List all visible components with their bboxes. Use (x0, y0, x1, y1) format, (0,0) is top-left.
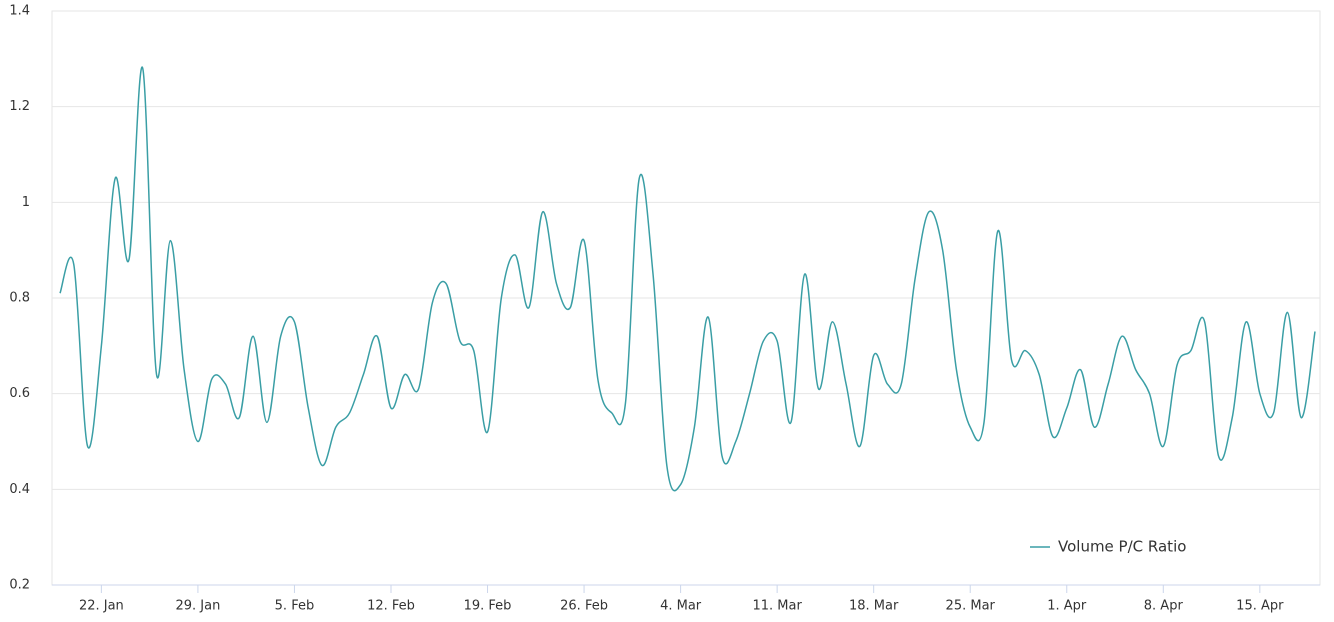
x-tick-label: 5. Feb (275, 599, 315, 614)
x-tick-label: 15. Apr (1236, 599, 1284, 614)
y-tick-label: 1.2 (9, 99, 30, 114)
y-tick-label: 0.8 (9, 291, 30, 306)
x-tick-label: 4. Mar (660, 599, 702, 614)
y-tick-label: 0.2 (9, 578, 30, 593)
x-tick-label: 25. Mar (946, 599, 996, 614)
x-tick-label: 11. Mar (752, 599, 802, 614)
x-tick-label: 19. Feb (464, 599, 512, 614)
x-tick-label: 18. Mar (849, 599, 899, 614)
y-tick-label: 1.4 (9, 4, 30, 19)
y-tick-label: 1 (22, 195, 30, 210)
y-tick-label: 0.6 (9, 386, 30, 401)
x-tick-label: 22. Jan (79, 599, 124, 614)
x-tick-label: 1. Apr (1047, 599, 1087, 614)
x-tick-label: 8. Apr (1144, 599, 1184, 614)
x-tick-label: 26. Feb (560, 599, 608, 614)
y-tick-label: 0.4 (9, 482, 30, 497)
line (59, 66, 1316, 492)
x-tick-label: 12. Feb (367, 599, 415, 614)
x-tick-label: 29. Jan (175, 599, 220, 614)
legend-label: Volume P/C Ratio (1058, 538, 1186, 556)
